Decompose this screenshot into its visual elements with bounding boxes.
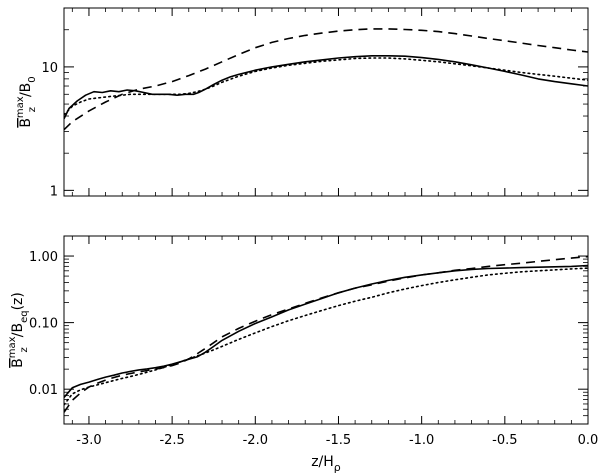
y-label-after: (z) [10,292,26,310]
plot-frame [63,7,589,197]
x-label-main: z/H [311,454,334,470]
plot-frame [63,235,589,425]
y-label-sup: max [15,96,26,118]
y-tick-label: 10 [41,61,58,76]
series-solid-line [64,264,588,399]
y-tick-label: 0.10 [29,317,58,332]
x-tick-label: -1.0 [409,433,434,448]
plot-area [64,255,588,413]
y-label-tail: /B [10,323,26,337]
series-solid-line [64,55,588,120]
svg-text:Bmaxz/Beq(z): Bmaxz/Beq(z) [7,292,30,368]
y-label-main: B [18,118,34,128]
x-tick-label: -2.0 [243,433,268,448]
y-label-tail: /B [18,83,34,97]
series-dotted-line [64,57,588,116]
x-tick-label: -3.0 [76,433,101,448]
x-tick-label: -0.5 [492,433,517,448]
y-tick-label: 1 [50,184,58,199]
y-label-main: B [10,358,26,368]
y-tick-label: 1.00 [29,250,58,265]
series-dashed-line [64,28,588,131]
x-tick-label: -2.5 [159,433,184,448]
panel-bottom: -3.0 -2.5 -2.0 -1.5 -1.0 -0.5 0.0 0.01 0.10 1.00 B… [7,235,599,474]
y-label-sup: max [7,336,18,358]
y-tick-label: 0.01 [29,383,58,398]
plot-area [64,28,588,131]
y-label-tail-sub: eq [19,310,30,323]
x-label-sub: ρ [334,461,341,474]
x-tick-label: 0.0 [578,433,599,448]
series-dotted-line [64,267,588,406]
y-axis-label: Bmaxz/B0 [15,76,38,127]
y-label-sub: z [27,107,38,112]
y-label-sub: z [19,347,30,352]
svg-text:Bmaxz/B0: Bmaxz/B0 [15,76,38,127]
y-label-tail-sub: 0 [27,76,38,82]
series-dashed-line [64,255,588,413]
y-axis-label: Bmaxz/Beq(z) [7,292,30,368]
x-axis-label: z/Hρ [311,454,341,474]
x-tick-label: -1.5 [326,433,351,448]
